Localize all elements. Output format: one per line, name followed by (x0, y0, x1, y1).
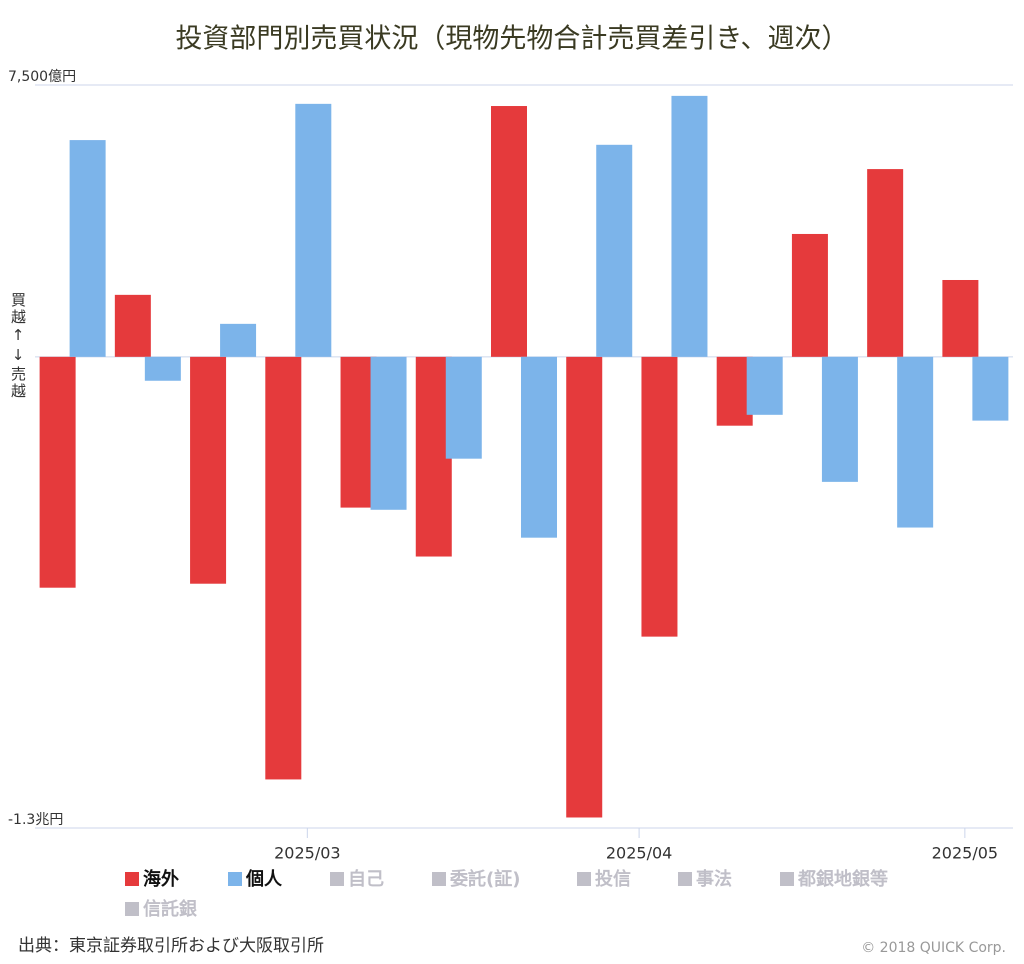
chart-title: 投資部門別売買状況（現物先物合計売買差引き、週次） (175, 24, 848, 55)
legend-label[interactable]: 個人 (245, 869, 283, 890)
bar (897, 356, 934, 528)
bar (491, 106, 527, 357)
legend-swatch (125, 902, 139, 916)
x-tick-label: 2025/05 (932, 844, 998, 863)
bar (566, 356, 603, 818)
bar (791, 233, 828, 357)
legend-swatch (577, 872, 591, 886)
bar (972, 356, 1009, 421)
legend-swatch (678, 872, 692, 886)
legend-label[interactable]: 信託銀 (143, 898, 197, 920)
bar (190, 356, 227, 584)
legend-label[interactable]: 委託(証) (449, 868, 520, 890)
legend-label[interactable]: 投信 (595, 868, 631, 890)
bar (521, 356, 557, 538)
bar (671, 95, 708, 357)
legend-swatch (125, 872, 139, 886)
bar (821, 356, 858, 482)
bar (114, 294, 151, 357)
y-tick-label: -1.3兆円 (8, 812, 63, 828)
bar (69, 140, 106, 357)
x-tick-label: 2025/03 (274, 844, 340, 863)
legend-swatch (228, 872, 242, 886)
bar (220, 323, 257, 357)
legend-swatch (432, 872, 446, 886)
bar (596, 144, 633, 357)
bar (867, 169, 904, 357)
legend-label[interactable]: 都銀地銀等 (797, 868, 888, 890)
legend-label[interactable]: 事法 (696, 868, 732, 890)
bar (641, 356, 678, 637)
bar (445, 356, 482, 459)
legend-label[interactable]: 海外 (143, 868, 179, 890)
source: 出典：東京証券取引所および大阪取引所 (18, 936, 324, 956)
x-tick-label: 2025/04 (606, 844, 672, 863)
bar (295, 103, 332, 357)
legend-label[interactable]: 自己 (348, 868, 384, 890)
bar (370, 356, 407, 510)
legend-swatch (780, 872, 794, 886)
y-axis-label: 買越↑↓売越 (9, 292, 27, 400)
bar (39, 356, 76, 588)
bar (144, 356, 181, 381)
bar (942, 279, 979, 357)
bar (746, 356, 783, 415)
y-tick-label: 7,500億円 (8, 69, 76, 85)
copyright: © 2018 QUICK Corp. (861, 940, 1006, 956)
legend-swatch (330, 872, 344, 886)
bar (265, 356, 302, 780)
